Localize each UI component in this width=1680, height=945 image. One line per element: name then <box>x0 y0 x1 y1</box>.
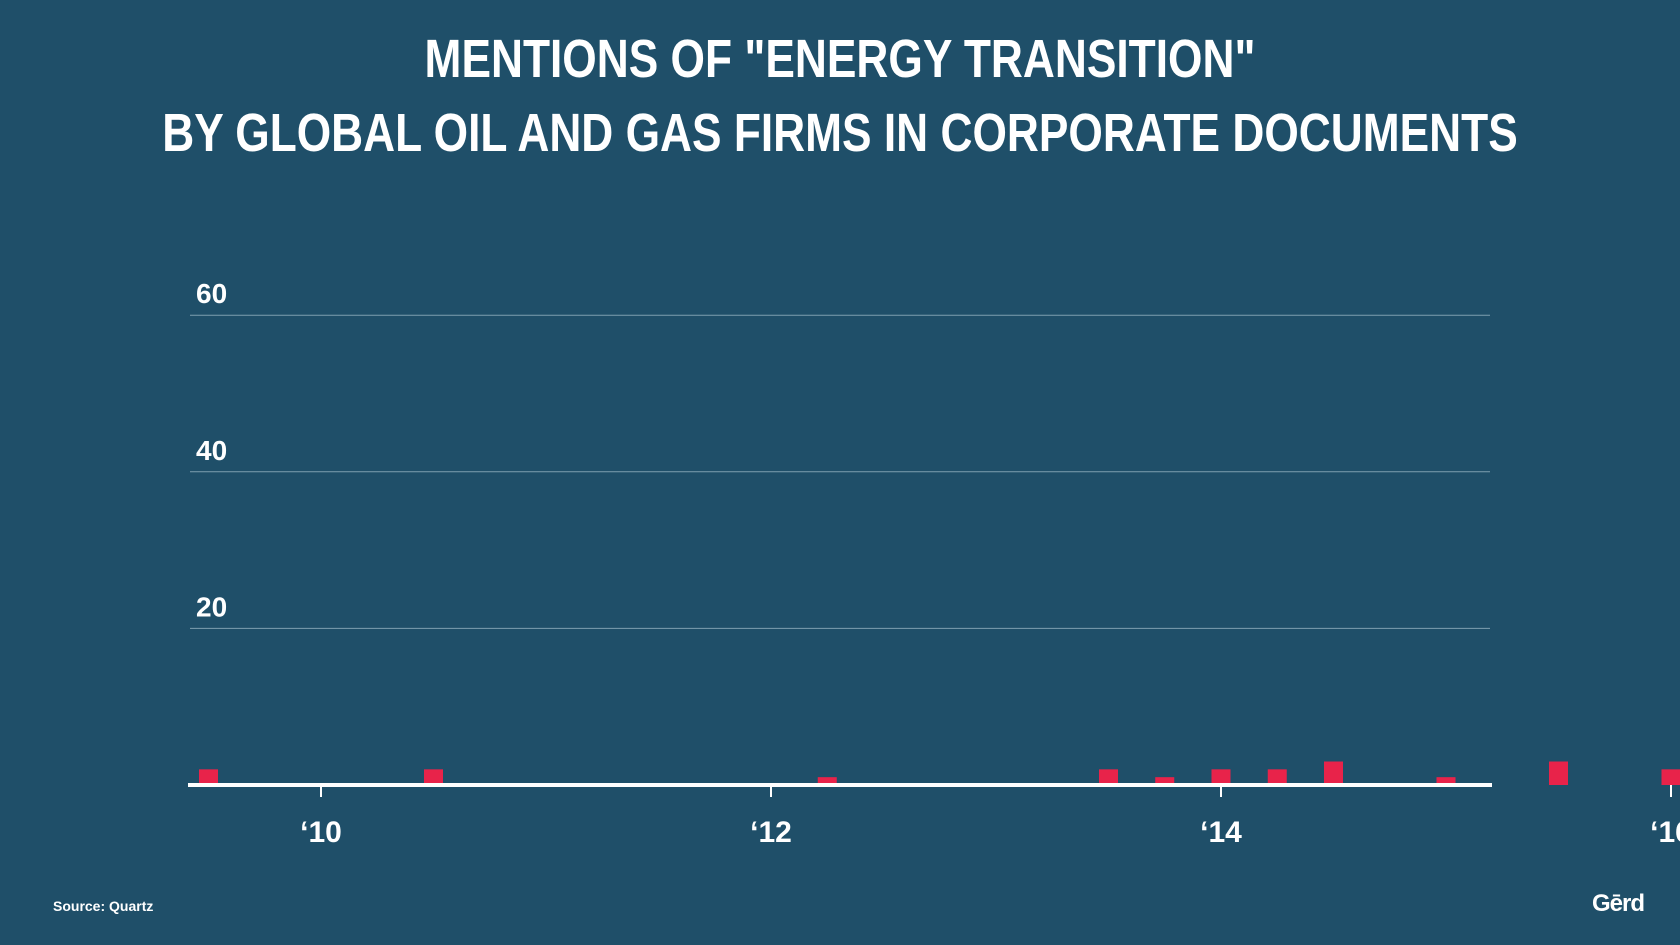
bar <box>1436 777 1456 785</box>
bar <box>1661 769 1680 785</box>
y-tick-label: 40 <box>196 435 227 466</box>
title-line-2: BY GLOBAL OIL AND GAS FIRMS IN CORPORATE… <box>162 103 1518 163</box>
title-line-1: MENTIONS OF "ENERGY TRANSITION" <box>424 29 1256 89</box>
bar <box>199 769 218 785</box>
bar <box>424 769 443 785</box>
bar <box>817 777 837 785</box>
y-tick-label: 20 <box>196 591 227 622</box>
bar <box>1155 777 1175 785</box>
source-note: Source: Quartz <box>53 898 154 914</box>
brand-logo: Gērd <box>1591 890 1645 917</box>
x-tick-label: ‘14 <box>1200 816 1242 849</box>
bar <box>1549 761 1568 785</box>
x-tick-label: ‘12 <box>750 816 792 849</box>
bar <box>1099 769 1118 785</box>
chart-title: MENTIONS OF "ENERGY TRANSITION" BY GLOBA… <box>151 22 1529 170</box>
x-tick-label: ‘16 <box>1650 816 1680 849</box>
x-tick-label: ‘10 <box>300 816 342 849</box>
y-tick-label: 60 <box>196 278 227 309</box>
bar <box>1267 769 1287 785</box>
bar <box>1211 769 1231 785</box>
bar <box>1324 761 1343 785</box>
